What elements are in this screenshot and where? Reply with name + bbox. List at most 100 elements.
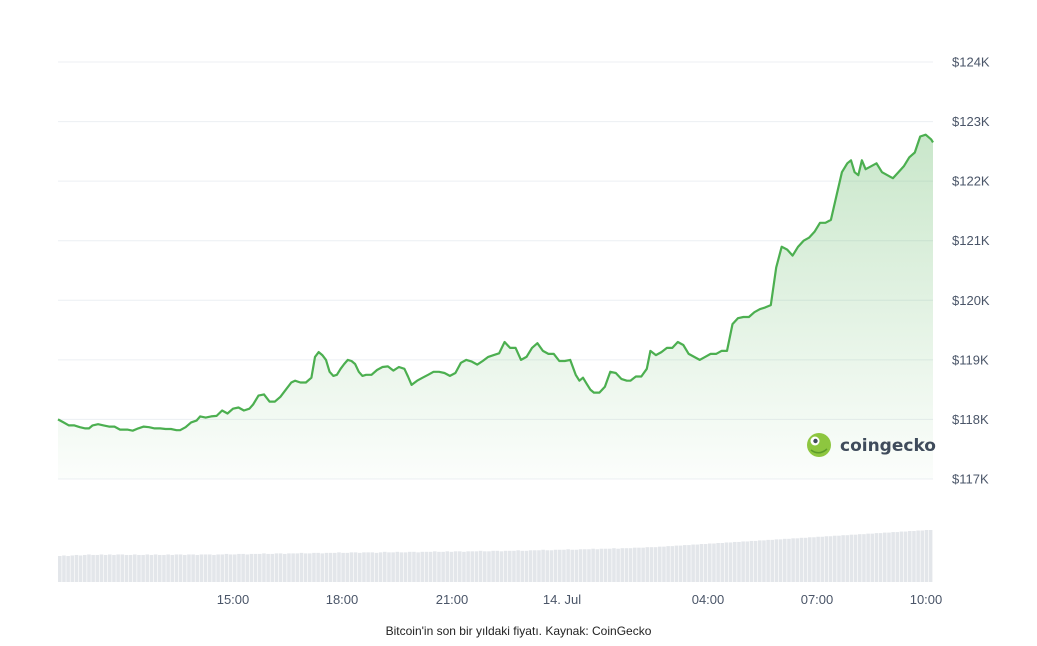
volume-bar xyxy=(703,544,708,582)
volume-bar xyxy=(353,552,358,582)
volume-bar xyxy=(258,553,262,582)
volume-bar xyxy=(712,543,716,582)
volume-bar xyxy=(824,536,829,582)
volume-bar xyxy=(158,554,162,582)
volume-bar xyxy=(116,554,120,582)
volume-bar xyxy=(328,552,333,582)
volume-bar xyxy=(153,554,158,582)
volume-bar xyxy=(70,555,75,582)
volume-bar xyxy=(195,554,200,582)
volume-bar xyxy=(487,551,491,582)
coingecko-logo-icon xyxy=(807,433,831,457)
volume-bar xyxy=(103,554,108,582)
volume-bar xyxy=(624,548,629,582)
volume-bar xyxy=(766,539,770,582)
volume-bar xyxy=(920,530,925,582)
volume-bar xyxy=(866,533,870,582)
volume-bar xyxy=(133,554,137,582)
price-area-fill xyxy=(58,134,933,479)
volume-bar xyxy=(599,548,604,582)
volume-bar xyxy=(124,554,129,582)
volume-bar xyxy=(241,553,245,582)
volume-bar xyxy=(699,544,704,582)
volume-bar xyxy=(508,550,512,582)
volume-bar xyxy=(403,552,408,582)
volume-bar xyxy=(558,549,562,582)
volume-bar xyxy=(858,534,862,582)
volume-bar xyxy=(603,548,608,582)
volume-bar xyxy=(191,554,195,582)
volume-bar xyxy=(420,551,425,582)
volume-bar xyxy=(199,554,204,582)
volume-bar xyxy=(474,551,479,582)
volume-bar xyxy=(874,533,879,582)
volume-bar xyxy=(553,549,558,582)
volume-bar xyxy=(820,536,825,582)
volume-bar xyxy=(628,548,633,582)
volume-bar xyxy=(283,553,287,582)
volume-bar xyxy=(149,554,154,582)
volume-bar xyxy=(562,549,566,582)
volume-bar xyxy=(445,551,450,582)
volume-bar xyxy=(362,552,366,582)
volume-bar xyxy=(633,547,637,582)
volume-bar xyxy=(287,553,291,582)
volume-bar xyxy=(183,554,187,582)
volume-bar xyxy=(203,554,208,582)
volume-bar xyxy=(253,553,258,582)
volume-bar xyxy=(274,553,279,582)
volume-bar xyxy=(541,549,545,582)
volume-bar xyxy=(78,555,83,582)
volume-bar xyxy=(745,541,750,582)
volume-bar xyxy=(237,553,241,582)
volume-bar xyxy=(495,550,500,582)
volume-bar xyxy=(683,545,687,582)
volume-bar xyxy=(387,552,391,582)
volume-bar xyxy=(416,552,420,582)
y-tick-label: $121K xyxy=(952,233,990,248)
volume-bar xyxy=(670,546,675,582)
volume-bar xyxy=(912,531,916,582)
y-tick-label: $120K xyxy=(952,293,990,308)
x-tick-label: 21:00 xyxy=(436,592,469,607)
volume-bar xyxy=(616,548,620,582)
volume-bar xyxy=(262,553,266,582)
volume-bar xyxy=(924,530,929,582)
volume-bar xyxy=(62,555,66,582)
volume-bar xyxy=(266,553,270,582)
volume-bar xyxy=(853,534,858,582)
volume-bar xyxy=(220,554,225,582)
volume-bar xyxy=(566,549,570,582)
volume-bar xyxy=(162,554,166,582)
volume-bar xyxy=(574,549,579,582)
volume-bar xyxy=(570,549,575,582)
volume-bar xyxy=(303,553,308,582)
volume-bars xyxy=(58,530,933,582)
volume-bar xyxy=(208,554,212,582)
volume-bar xyxy=(437,551,441,582)
volume-bar xyxy=(787,538,791,582)
volume-bar xyxy=(137,554,141,582)
volume-bar xyxy=(308,553,312,582)
volume-bar xyxy=(928,530,933,582)
y-axis-ticks: $117K $118K $119K $120K $121K $122K $123K $124K xyxy=(952,55,990,487)
volume-bar xyxy=(483,551,487,582)
volume-bar xyxy=(795,538,800,582)
volume-bar xyxy=(674,545,679,582)
volume-bar xyxy=(583,549,587,582)
volume-bar xyxy=(333,552,337,582)
volume-bar xyxy=(812,537,816,582)
volume-bar xyxy=(883,532,887,582)
volume-bar xyxy=(366,552,370,582)
volume-bar xyxy=(903,531,908,582)
volume-bar xyxy=(849,534,854,582)
x-tick-label: 04:00 xyxy=(692,592,725,607)
volume-bar xyxy=(299,552,304,582)
volume-bar xyxy=(170,554,175,582)
volume-bar xyxy=(608,548,612,582)
volume-bar xyxy=(295,553,300,582)
volume-bar xyxy=(770,539,775,582)
price-chart: $117K $118K $119K $120K $121K $122K $123K $124K… xyxy=(57,55,990,607)
volume-bar xyxy=(512,550,516,582)
volume-bar xyxy=(174,554,179,582)
